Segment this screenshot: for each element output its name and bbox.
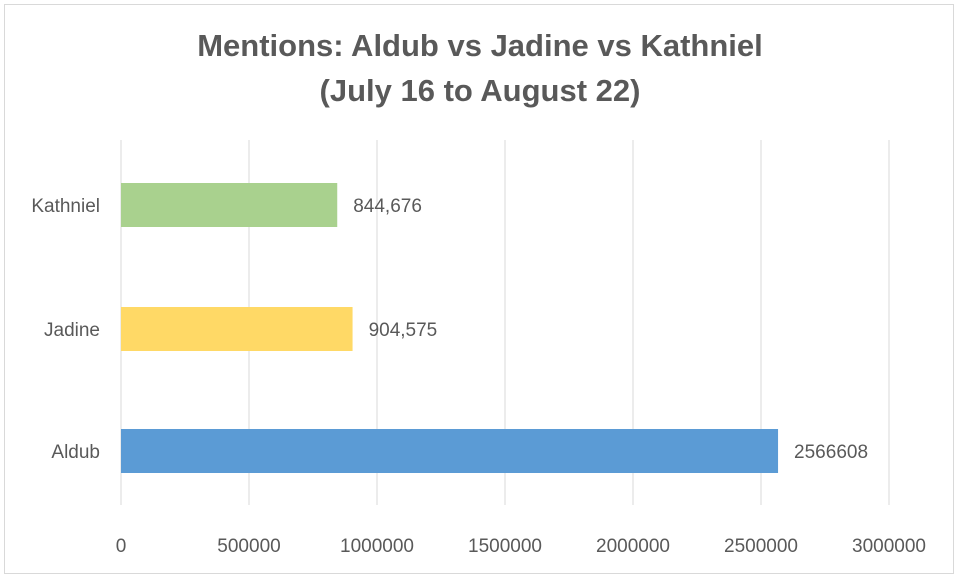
x-tick-label: 0 bbox=[116, 536, 127, 557]
data-label-kathniel: 844,676 bbox=[353, 196, 422, 217]
x-tick-label: 500000 bbox=[217, 536, 280, 557]
category-label-jadine: Jadine bbox=[44, 320, 100, 341]
chart-title-line1: Mentions: Aldub vs Jadine vs Kathniel bbox=[197, 28, 763, 63]
category-label-kathniel: Kathniel bbox=[31, 196, 100, 217]
data-label-aldub: 2566608 bbox=[794, 442, 868, 463]
x-tick-labels: 0 500000 1000000 1500000 2000000 2500000 30000… bbox=[116, 536, 926, 557]
x-tick-label: 2500000 bbox=[724, 536, 798, 557]
x-tick-label: 2000000 bbox=[596, 536, 670, 557]
bar-jadine bbox=[121, 307, 353, 351]
x-tick-label: 3000000 bbox=[852, 536, 926, 557]
x-tick-label: 1500000 bbox=[468, 536, 542, 557]
data-label-jadine: 904,575 bbox=[369, 320, 438, 341]
bar-aldub bbox=[121, 429, 779, 473]
category-labels: Kathniel Jadine Aldub bbox=[31, 196, 100, 463]
data-labels: 844,676 904,575 2566608 bbox=[353, 196, 868, 463]
chart-title-line2: (July 16 to August 22) bbox=[319, 73, 641, 108]
bar-kathniel bbox=[121, 183, 338, 227]
bars bbox=[121, 183, 779, 473]
category-label-aldub: Aldub bbox=[51, 442, 100, 463]
x-tick-label: 1000000 bbox=[340, 536, 414, 557]
chart-frame bbox=[4, 4, 954, 574]
